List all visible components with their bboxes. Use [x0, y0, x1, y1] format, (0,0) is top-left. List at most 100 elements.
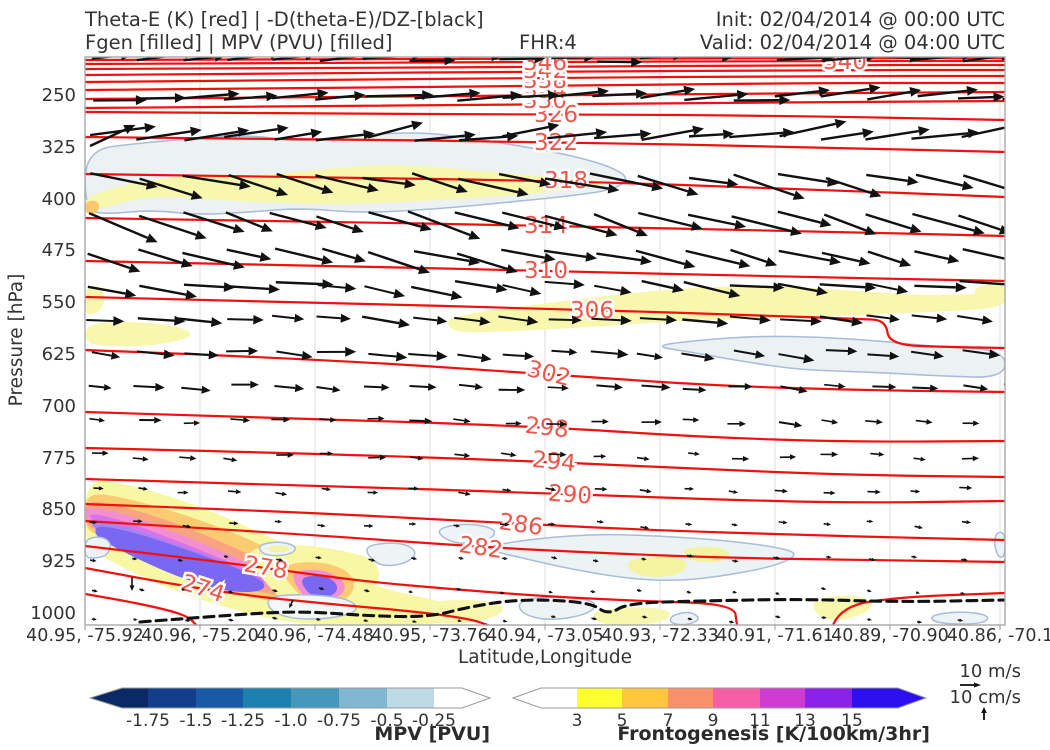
wind-arrow-head	[605, 227, 618, 238]
wind-arrow-shaft	[182, 174, 241, 187]
colorbar-segment	[668, 688, 713, 708]
wind-arrow-shaft	[774, 489, 783, 492]
wind-arrow-shaft	[1008, 616, 1010, 617]
wind-arrow-shaft	[545, 487, 552, 491]
wind-arrow-shaft	[686, 554, 690, 557]
wind-arrow-head	[268, 283, 281, 294]
wind-arrow-head	[602, 486, 608, 492]
theta-e-contour	[85, 59, 1005, 66]
wind-arrow-shaft	[914, 284, 956, 289]
theta-e-contour	[85, 216, 1005, 238]
wind-arrow-shaft	[543, 249, 587, 259]
wind-arrow-shaft	[227, 318, 254, 321]
wind-arrow-head	[871, 557, 876, 562]
wind-arrow-shaft	[589, 172, 653, 188]
wind-arrow-shaft	[866, 173, 908, 182]
wind-arrow-head	[961, 180, 974, 191]
wind-arrow-head	[643, 615, 648, 619]
wind-arrow-shaft	[138, 214, 197, 237]
contour-label-334: 334	[523, 78, 567, 104]
wind-arrow-head	[281, 491, 288, 497]
wind-arrow-head	[381, 383, 390, 391]
wind-arrow-head	[243, 416, 251, 424]
wind-arrow-shaft	[315, 94, 355, 101]
wind-arrow-head	[327, 451, 334, 456]
wind-arrow-head	[128, 263, 141, 273]
wind-arrow-shaft	[866, 314, 891, 320]
wind-arrow-head	[593, 616, 598, 621]
wind-arrow-head	[568, 348, 578, 356]
wind-arrow-head	[739, 420, 747, 427]
wind-arrow-head	[963, 558, 968, 562]
wind-arrow-head	[955, 282, 967, 293]
wind-arrow-head	[526, 315, 539, 326]
colorbar-segment	[196, 688, 243, 708]
wind-arrow-head	[459, 556, 464, 560]
wind-arrow-head	[918, 126, 930, 136]
x-axis-title: Latitude,Longitude	[458, 647, 632, 668]
wind-arrow-shaft	[368, 352, 397, 358]
wind-arrow-shaft	[275, 281, 323, 286]
wind-arrow-head	[966, 85, 979, 96]
wind-arrow-shaft	[90, 172, 148, 186]
fill-region-mpv-patch-bottom-3	[931, 611, 989, 625]
wind-arrow-head	[133, 557, 138, 561]
dtheta-dz-contour	[138, 598, 1005, 624]
wind-arrow-head	[468, 230, 481, 240]
colorbar-tick-label: -1.25	[221, 711, 265, 731]
wind-arrow-shaft	[729, 284, 774, 289]
wind-arrow-head	[190, 190, 203, 200]
wind-arrow-head	[317, 555, 322, 560]
wind-arrow-shaft	[367, 250, 420, 271]
plot-area: 3263223183143103063022982942902862822782…	[85, 57, 1010, 625]
wind-arrow-shaft	[274, 132, 312, 141]
fill-region-fgen-bottom-right-1	[592, 607, 671, 625]
wind-arrow-shaft	[640, 89, 685, 100]
wind-arrow-shaft	[225, 211, 264, 229]
colorbar-arrow-right	[898, 688, 926, 708]
wind-arrow-shaft	[223, 95, 267, 101]
wind-arrow-shaft	[596, 384, 615, 388]
theta-e-contour	[85, 446, 1005, 479]
wind-arrow-head	[231, 457, 238, 463]
wind-arrow-head	[507, 220, 520, 231]
x-tick-label: 40.94, -73.05	[486, 626, 604, 646]
wind-arrow-shaft	[321, 487, 327, 490]
wind-arrow-head	[326, 487, 331, 492]
x-tick-label: 40.89, -70.90	[831, 626, 949, 646]
wind-arrow-shaft	[961, 126, 1005, 139]
colorbar-arrow-left	[90, 688, 148, 708]
wind-arrow-shaft	[688, 452, 695, 455]
theta-e-contour	[85, 74, 1005, 84]
wind-arrow-head	[779, 95, 791, 106]
wind-arrow-shaft	[596, 252, 642, 262]
x-tick-label: 40.95, -75.92	[26, 626, 144, 646]
wind-arrow-head	[273, 589, 278, 593]
wind-arrow-head	[829, 255, 842, 266]
wind-arrow-head	[584, 57, 596, 63]
wind-arrow-head	[98, 417, 106, 423]
wind-arrow-shaft	[681, 352, 706, 359]
wind-arrow-head	[819, 217, 832, 228]
wind-arrow-shaft	[823, 213, 867, 232]
fill-region-mpv-patch-small-2	[366, 542, 416, 567]
wind-arrow-shaft	[86, 319, 114, 323]
wind-arrow-shaft	[915, 173, 964, 187]
wind-arrow-head	[704, 352, 715, 362]
wind-arrow-head	[174, 93, 186, 103]
wind-arrow-shaft	[275, 492, 283, 495]
colorbar-tick-label: 7	[663, 711, 674, 731]
wind-arrow-head	[909, 87, 922, 97]
wind-arrow-shaft	[688, 133, 724, 138]
y-tick-label: 775	[42, 448, 76, 469]
wind-arrow-head	[250, 380, 259, 389]
wind-arrow-head	[689, 554, 694, 558]
wind-arrow-head	[998, 224, 1005, 235]
wind-arrow-shaft	[276, 172, 324, 191]
wind-arrow-head	[491, 57, 501, 62]
wind-arrow-shaft	[682, 318, 718, 324]
fill-region-fgen-in-patch-1	[267, 545, 290, 553]
wind-arrow-head	[847, 346, 858, 356]
wind-arrow-head	[413, 619, 418, 624]
wind-arrow-head	[858, 256, 871, 267]
